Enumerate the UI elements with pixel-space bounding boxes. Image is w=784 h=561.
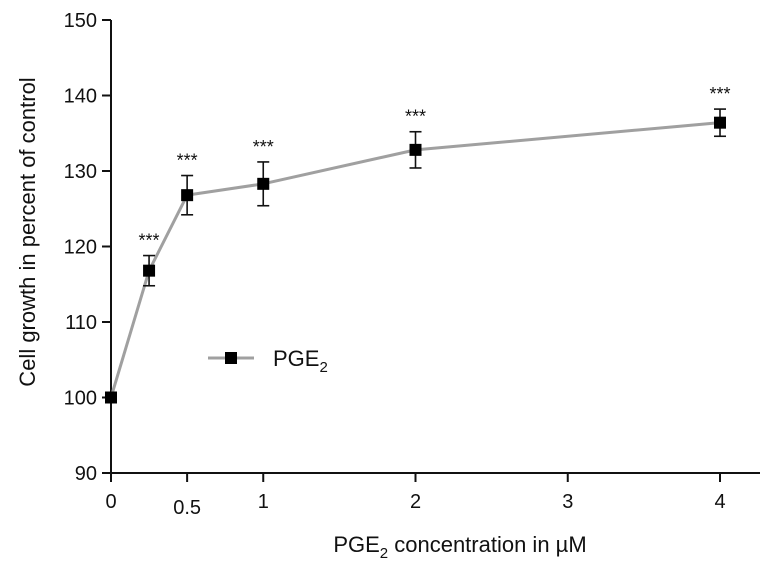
y-tick-label: 110 bbox=[65, 312, 97, 334]
legend-label-main: PGE bbox=[273, 346, 319, 371]
x-axis-title-main: PGE bbox=[333, 532, 379, 557]
y-tick-label: 90 bbox=[75, 463, 97, 485]
significance-label: *** bbox=[177, 151, 198, 171]
legend-label-sub: 2 bbox=[319, 359, 327, 376]
x-tick-label: 1 bbox=[258, 491, 269, 513]
axes: 90 100 110 120 130 140 150 0 0.5 1 2 3 4 bbox=[64, 10, 760, 519]
significance-label: *** bbox=[709, 84, 730, 104]
x-axis-title-sub: 2 bbox=[380, 545, 388, 561]
y-axis-title: Cell growth in percent of control bbox=[15, 77, 40, 386]
y-tick-label: 130 bbox=[64, 161, 97, 183]
y-tick-label: 140 bbox=[64, 86, 97, 108]
data-point bbox=[181, 189, 194, 202]
y-tick-label: 120 bbox=[64, 237, 97, 259]
data-point bbox=[714, 116, 726, 129]
data-point bbox=[257, 177, 270, 190]
x-axis-title-rest: concentration in µM bbox=[388, 532, 587, 557]
data-point bbox=[105, 391, 117, 404]
significance-label: *** bbox=[405, 107, 426, 127]
x-tick-label: 2 bbox=[410, 491, 421, 513]
series-line bbox=[109, 121, 721, 398]
legend-label: PGE2 bbox=[273, 346, 328, 376]
x-tick-label: 3 bbox=[562, 491, 573, 513]
data-point bbox=[143, 264, 156, 277]
significance-label: *** bbox=[253, 137, 274, 157]
x-axis-title: PGE2 concentration in µM bbox=[333, 532, 586, 561]
legend: PGE2 bbox=[208, 346, 328, 376]
data-point bbox=[409, 143, 422, 156]
y-tick-label: 150 bbox=[64, 10, 97, 32]
legend-marker bbox=[225, 352, 237, 364]
x-tick-label: 0.5 bbox=[173, 497, 201, 519]
y-tick-label: 100 bbox=[64, 388, 97, 410]
series-layer: *** *** *** *** *** bbox=[105, 84, 731, 404]
significance-label: *** bbox=[139, 231, 160, 251]
x-tick-label: 0 bbox=[105, 491, 116, 513]
x-tick-label: 4 bbox=[714, 491, 725, 513]
